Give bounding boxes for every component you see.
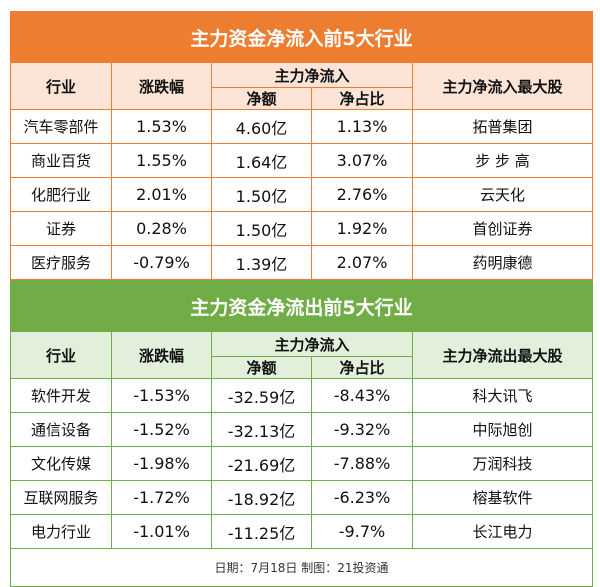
table-row: 通信设备 -1.52% -32.13亿 -9.32% 中际旭创	[10, 412, 594, 447]
industry-cell: 文化传媒	[10, 446, 112, 481]
industry-cell: 软件开发	[10, 378, 112, 413]
change-cell: -1.53%	[111, 378, 212, 413]
amount-cell: -32.13亿	[211, 412, 312, 447]
table-row: 文化传媒 -1.98% -21.69亿 -7.88% 万润科技	[10, 446, 594, 481]
amount-cell: 4.60亿	[211, 109, 312, 144]
ratio-cell: 1.92%	[311, 211, 413, 246]
change-cell: -0.79%	[111, 245, 212, 280]
industry-cell: 电力行业	[10, 514, 112, 549]
header-top-stock: 主力净流入最大股	[411, 62, 594, 110]
top-stock-cell: 药明康德	[411, 245, 594, 280]
change-cell: -1.98%	[111, 446, 212, 481]
industry-cell: 通信设备	[10, 412, 112, 447]
amount-cell: -18.92亿	[211, 480, 312, 515]
ratio-cell: -7.88%	[311, 446, 413, 481]
header-ratio: 净占比	[311, 356, 413, 379]
header-amount: 净额	[211, 87, 312, 110]
header-top-stock: 主力净流出最大股	[411, 331, 594, 379]
top-stock-cell: 中际旭创	[411, 412, 594, 447]
top-stock-cell: 云天化	[411, 177, 594, 212]
amount-cell: 1.39亿	[211, 245, 312, 280]
section-title: 主力资金净流入前5大行业	[9, 11, 594, 63]
change-cell: 1.53%	[111, 109, 212, 144]
top-stock-cell: 万润科技	[411, 446, 594, 481]
header-change: 涨跌幅	[111, 62, 212, 110]
ratio-cell: 1.13%	[311, 109, 413, 144]
top-stock-cell: 步 步 高	[411, 143, 594, 178]
top-stock-cell: 榕基软件	[411, 480, 594, 515]
fund-flow-report: 主力资金净流入前5大行业 行业 涨跌幅 主力净流入 主力净流入最大股 净额 净占比 汽车零部件…	[9, 11, 594, 587]
table-row: 商业百货 1.55% 1.64亿 3.07% 步 步 高	[10, 143, 594, 178]
top-stock-cell: 长江电力	[411, 514, 594, 549]
table-row: 医疗服务 -0.79% 1.39亿 2.07% 药明康德	[10, 245, 594, 280]
amount-cell: 1.64亿	[211, 143, 312, 178]
change-cell: -1.52%	[111, 412, 212, 447]
ratio-cell: 2.07%	[311, 245, 413, 280]
header-amount: 净额	[211, 356, 312, 379]
top-stock-cell: 拓普集团	[411, 109, 594, 144]
amount-cell: -32.59亿	[211, 378, 312, 413]
change-cell: -1.72%	[111, 480, 212, 515]
top-stock-cell: 首创证券	[411, 211, 594, 246]
change-cell: 0.28%	[111, 211, 212, 246]
header-industry: 行业	[10, 62, 112, 110]
industry-cell: 医疗服务	[10, 245, 112, 280]
table-row: 证券 0.28% 1.50亿 1.92% 首创证券	[10, 211, 594, 246]
table-row: 互联网服务 -1.72% -18.92亿 -6.23% 榕基软件	[10, 480, 594, 515]
footer-note: 日期：7月18日 制图：21投资通	[9, 548, 594, 587]
header-change: 涨跌幅	[111, 331, 212, 379]
inflow-table: 主力资金净流入前5大行业 行业 涨跌幅 主力净流入 主力净流入最大股 净额 净占比 汽车零部件…	[9, 11, 594, 280]
header-ratio: 净占比	[311, 87, 413, 110]
ratio-cell: 3.07%	[311, 143, 413, 178]
outflow-table: 主力资金净流出前5大行业 行业 涨跌幅 主力净流入 主力净流出最大股 净额 净占比 软件开发 -…	[9, 280, 594, 587]
section-title: 主力资金净流出前5大行业	[9, 280, 594, 332]
change-cell: 2.01%	[111, 177, 212, 212]
ratio-cell: -6.23%	[311, 480, 413, 515]
top-stock-cell: 科大讯飞	[411, 378, 594, 413]
amount-cell: 1.50亿	[211, 211, 312, 246]
industry-cell: 化肥行业	[10, 177, 112, 212]
header-netflow: 主力净流入	[211, 62, 413, 88]
table-row: 软件开发 -1.53% -32.59亿 -8.43% 科大讯飞	[10, 378, 594, 413]
amount-cell: 1.50亿	[211, 177, 312, 212]
table-row: 电力行业 -1.01% -11.25亿 -9.7% 长江电力	[10, 514, 594, 549]
ratio-cell: -9.7%	[311, 514, 413, 549]
header-netflow: 主力净流入	[211, 331, 413, 357]
table-row: 化肥行业 2.01% 1.50亿 2.76% 云天化	[10, 177, 594, 212]
header-industry: 行业	[10, 331, 112, 379]
industry-cell: 互联网服务	[10, 480, 112, 515]
amount-cell: -21.69亿	[211, 446, 312, 481]
industry-cell: 汽车零部件	[10, 109, 112, 144]
change-cell: -1.01%	[111, 514, 212, 549]
ratio-cell: -8.43%	[311, 378, 413, 413]
industry-cell: 商业百货	[10, 143, 112, 178]
industry-cell: 证券	[10, 211, 112, 246]
change-cell: 1.55%	[111, 143, 212, 178]
table-row: 汽车零部件 1.53% 4.60亿 1.13% 拓普集团	[10, 109, 594, 144]
ratio-cell: 2.76%	[311, 177, 413, 212]
ratio-cell: -9.32%	[311, 412, 413, 447]
amount-cell: -11.25亿	[211, 514, 312, 549]
